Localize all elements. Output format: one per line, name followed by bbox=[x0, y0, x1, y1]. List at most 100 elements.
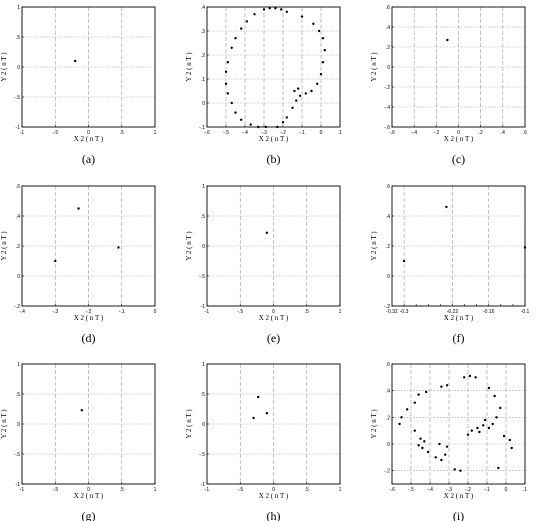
y-tick-label: .4 bbox=[386, 25, 390, 31]
y-tick-label: -.4 bbox=[384, 105, 390, 111]
y-tick-label: -.2 bbox=[384, 85, 390, 91]
x-tick-label: -0.16 bbox=[483, 309, 495, 315]
data-point bbox=[468, 374, 472, 378]
y-tick-label: 0 bbox=[202, 244, 205, 250]
y-tick-label: -.2 bbox=[384, 469, 390, 475]
x-tick-label: 1 bbox=[339, 487, 342, 493]
data-point bbox=[297, 87, 300, 90]
y-axis-label: Y 2 ( n T ) bbox=[185, 231, 193, 261]
x-tick-label: -0.32 bbox=[386, 309, 398, 315]
x-tick-label: .5 bbox=[120, 130, 124, 136]
data-point bbox=[417, 444, 420, 447]
data-point bbox=[398, 422, 401, 426]
y-tick-label: 1 bbox=[17, 5, 20, 11]
x-tick-label: 0 bbox=[87, 130, 90, 136]
data-point bbox=[257, 125, 260, 129]
y-axis-label: Y 2 ( n T ) bbox=[370, 409, 378, 439]
data-point bbox=[226, 61, 230, 64]
data-point bbox=[482, 424, 485, 427]
data-point bbox=[400, 416, 403, 419]
data-point bbox=[276, 125, 279, 129]
x-tick-label: -.2 bbox=[465, 487, 471, 493]
x-tick-label: 0 bbox=[272, 487, 275, 493]
x-tick-label: -.1 bbox=[484, 487, 490, 493]
data-point bbox=[444, 453, 447, 456]
x-tick-label: -1 bbox=[205, 487, 210, 493]
data-point bbox=[312, 22, 315, 25]
panel-b: -.6 -.5 -.4 -.3 -.2 -.1 0 .1 -.1 0 .1 .2 .3 .4 X 2 ( n… bbox=[185, 5, 342, 166]
x-axis-label: X 2 ( n T ) bbox=[259, 135, 289, 143]
x-tick-label: -0.1 bbox=[521, 309, 530, 315]
data-point bbox=[493, 394, 496, 398]
data-point bbox=[413, 429, 416, 432]
data-point bbox=[234, 37, 237, 40]
data-point bbox=[419, 437, 422, 440]
panel-e: -1 -.5 0 .5 1 -1 -.5 0 .5 1 X 2 ( n T ) Y 2 ( n T )… bbox=[185, 184, 342, 345]
panel-label-i: (i) bbox=[453, 509, 464, 521]
x-tick-label: -.5 bbox=[52, 487, 58, 493]
y-tick-label: -.6 bbox=[384, 125, 390, 131]
data-point bbox=[438, 442, 441, 446]
data-point bbox=[281, 121, 285, 124]
data-point bbox=[413, 401, 416, 404]
data-point bbox=[434, 456, 437, 459]
x-tick-label: 1 bbox=[339, 309, 342, 315]
y-tick-label: -.5 bbox=[14, 95, 20, 101]
x-axis-label: X 2 ( n T ) bbox=[74, 314, 104, 322]
x-tick-label: -.4 bbox=[427, 487, 433, 493]
x-tick-label: 0 bbox=[320, 130, 323, 136]
y-axis-label: Y 2 ( n T ) bbox=[370, 231, 378, 261]
data-point bbox=[487, 386, 491, 390]
x-tick-label: .6 bbox=[523, 130, 527, 136]
data-point bbox=[491, 422, 494, 426]
y-tick-label: 0 bbox=[387, 274, 390, 280]
y-tick-label: .5 bbox=[16, 35, 20, 41]
y-tick-label: .5 bbox=[16, 392, 20, 398]
plot-frame bbox=[391, 363, 526, 485]
data-point bbox=[487, 426, 491, 430]
data-point bbox=[321, 61, 325, 64]
data-point bbox=[74, 59, 77, 63]
y-axis-label: Y 2 ( n T ) bbox=[185, 409, 193, 439]
y-tick-label: .5 bbox=[201, 214, 205, 220]
x-tick-label: 0 bbox=[457, 130, 460, 136]
x-axis-label: X 2 ( n T ) bbox=[444, 314, 474, 322]
data-point bbox=[224, 70, 228, 74]
data-point bbox=[478, 430, 481, 434]
data-point bbox=[502, 434, 506, 438]
data-point bbox=[80, 409, 84, 412]
y-tick-label: .1 bbox=[201, 77, 205, 83]
data-point bbox=[406, 408, 409, 411]
data-point bbox=[483, 418, 487, 422]
y-tick-label: 0 bbox=[17, 274, 20, 280]
x-axis-label: X 2 ( n T ) bbox=[259, 314, 289, 322]
x-tick-label: -.2 bbox=[86, 309, 92, 315]
data-point bbox=[321, 37, 325, 40]
x-tick-label: -.6 bbox=[389, 130, 395, 136]
y-axis-label: Y 2 ( n T ) bbox=[0, 409, 8, 439]
y-tick-label: .2 bbox=[201, 53, 205, 59]
x-tick-label: -.5 bbox=[223, 130, 229, 136]
data-point bbox=[279, 8, 283, 11]
y-tick-label: .2 bbox=[386, 415, 390, 421]
data-point bbox=[316, 82, 319, 86]
data-point bbox=[230, 46, 233, 49]
data-point bbox=[317, 29, 321, 33]
y-tick-label: -.5 bbox=[14, 452, 20, 458]
panel-label-d: (d) bbox=[82, 331, 96, 345]
x-tick-label: -.3 bbox=[52, 309, 58, 315]
data-point bbox=[310, 89, 313, 93]
y-tick-label: -1 bbox=[201, 304, 206, 310]
y-axis-label: Y 2 ( n T ) bbox=[0, 231, 8, 261]
data-point bbox=[274, 7, 277, 10]
panel-c: -.6 -.4 -.2 0 .2 .4 .6 -.6 -.4 -.2 0 .2 .4 .6 X 2 ( n … bbox=[370, 5, 527, 166]
data-point bbox=[265, 412, 269, 415]
y-tick-label: .2 bbox=[16, 244, 20, 250]
panel-a: -1 -.5 0 .5 1 -1 -.5 0 .5 1 X 2 ( n T ) Y 2 ( n T )… bbox=[0, 5, 157, 166]
data-point bbox=[230, 101, 233, 105]
y-tick-label: 0 bbox=[202, 101, 205, 107]
data-point bbox=[249, 123, 252, 126]
data-point bbox=[295, 99, 298, 102]
x-tick-label: .5 bbox=[120, 487, 124, 493]
